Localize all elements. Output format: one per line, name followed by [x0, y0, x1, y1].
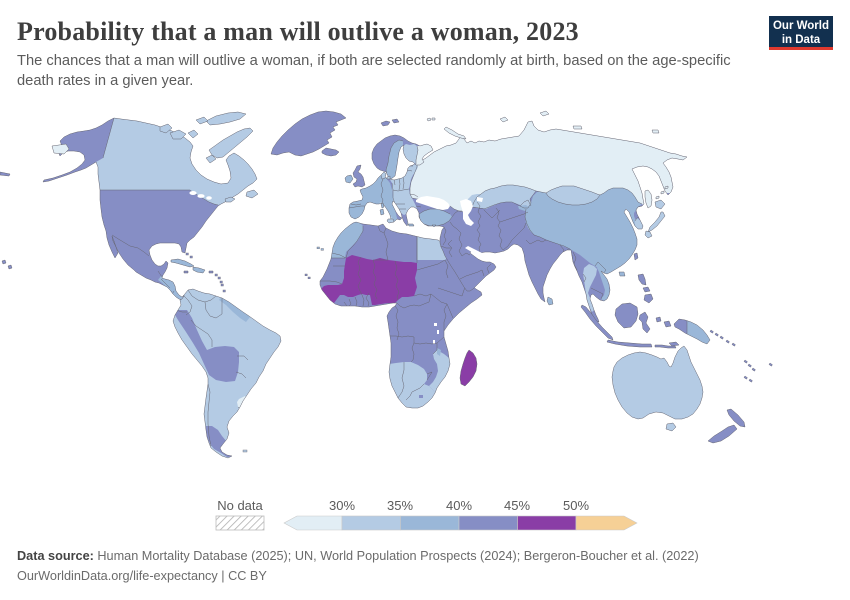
svg-text:No data: No data: [217, 498, 263, 513]
svg-text:30%: 30%: [329, 498, 355, 513]
svg-text:35%: 35%: [387, 498, 413, 513]
svg-text:50%: 50%: [563, 498, 589, 513]
svg-text:40%: 40%: [446, 498, 472, 513]
svg-text:45%: 45%: [504, 498, 530, 513]
